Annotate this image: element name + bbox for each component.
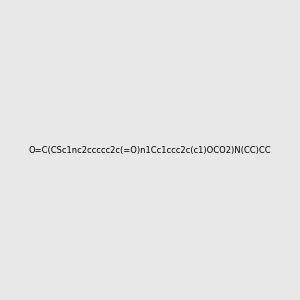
Text: O=C(CSc1nc2ccccc2c(=O)n1Cc1ccc2c(c1)OCO2)N(CC)CC: O=C(CSc1nc2ccccc2c(=O)n1Cc1ccc2c(c1)OCO2… <box>29 146 271 154</box>
